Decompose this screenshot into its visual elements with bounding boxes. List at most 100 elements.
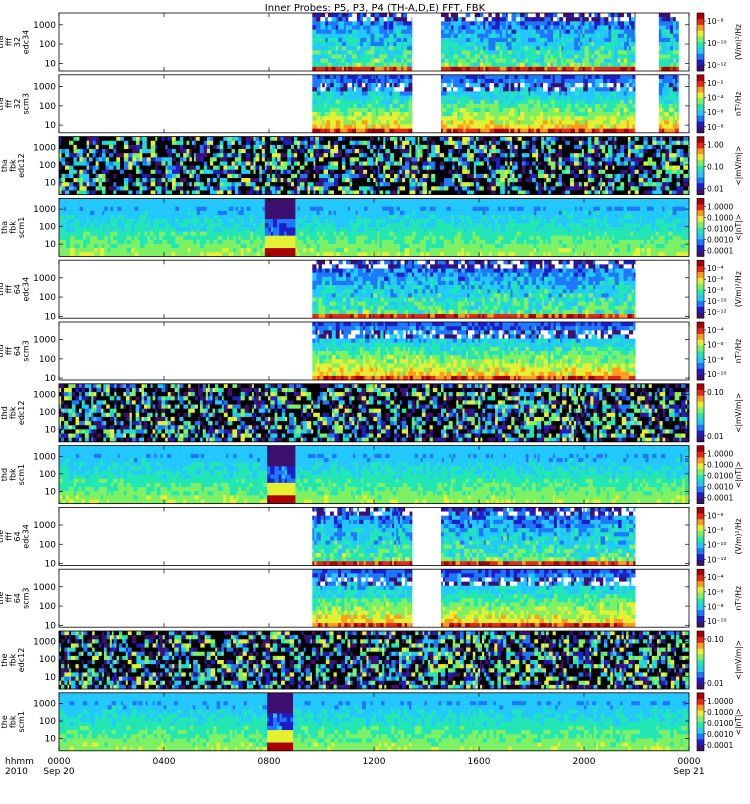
colorbar-label: 1.0000 [707, 202, 733, 211]
x-tick-label: 1600 [468, 757, 491, 767]
colorbar-label: 0.0010 [707, 483, 733, 492]
x-tick-label: 0800 [258, 757, 281, 767]
colorbar-label: 10⁻⁴ [707, 264, 724, 273]
y-tick-label: 100 [39, 161, 56, 171]
colorbar-label: 0.01 [707, 185, 724, 194]
colorbar-label: 0.1000 [707, 213, 733, 222]
y-tick-label: 100 [39, 293, 56, 303]
colorbar-label: 10⁻⁸ [707, 526, 724, 535]
panel-name-line: edc34 [22, 277, 31, 302]
y-tick-label: 100 [39, 717, 56, 727]
colorbar: 10⁻⁸ 10⁻¹⁰ 10⁻¹² (V/m)²/Hz [697, 13, 743, 71]
colorbar-label: 10⁻⁸ [707, 17, 724, 26]
spectrogram-body [312, 260, 635, 318]
x-tick-label: 0400 [153, 757, 176, 767]
y-tick-label: 10 [45, 59, 57, 69]
colorbar-label: 0.0001 [707, 494, 733, 503]
colorbar-label: 0.0001 [707, 741, 733, 750]
y-tick-label: 10 [45, 121, 57, 131]
panel-name-line: scm3 [22, 93, 31, 114]
x-tick-sublabel: Sep 20 [43, 767, 75, 777]
colorbar-label: 10⁻¹⁰ [707, 541, 727, 550]
colorbar-label: 10⁻¹² [707, 555, 727, 564]
colorbar-label: 10⁻¹⁰ [707, 39, 727, 48]
x-axis-row-label: hhmm [5, 757, 34, 767]
colorbar-label: 10⁻⁴ [707, 326, 724, 335]
panel-name-line: edc12 [17, 153, 26, 178]
y-tick-label: 10 [45, 312, 57, 322]
x-tick-label: 0000 [678, 757, 701, 767]
y-tick-label: 1000 [33, 638, 56, 648]
y-tick-label: 100 [39, 655, 56, 665]
x-axis-row-label: 2010 [5, 767, 28, 777]
colorbar-label: 10⁻⁴ [707, 573, 724, 582]
colorbar-label: 0.1000 [707, 708, 733, 717]
colorbar-label: 0.0001 [707, 246, 733, 255]
colorbar-label: 0.0100 [707, 719, 733, 728]
y-tick-label: 100 [39, 40, 56, 50]
colorbar-unit: <|nT|> [734, 461, 743, 488]
y-tick-label: 1000 [33, 336, 56, 346]
y-tick-label: 100 [39, 355, 56, 365]
colorbar-unit: nT²/Hz [734, 586, 743, 611]
colorbar-label: 10⁻¹² [707, 308, 727, 317]
colorbar-label: 10⁻⁶ [707, 275, 724, 284]
colorbar-label: 1.00 [707, 141, 724, 150]
y-tick-label: 10 [45, 178, 57, 188]
colorbar-label: 10⁻⁸ [707, 355, 724, 364]
colorbar-label: 0.10 [707, 635, 724, 644]
y-tick-label: 1000 [33, 143, 56, 153]
colorbar-unit: (V/m)²/Hz [734, 24, 743, 60]
y-tick-label: 10 [45, 426, 57, 436]
colorbar-label: 10⁻¹⁰ [707, 617, 727, 626]
colorbar-label: 10⁻⁴ [707, 93, 724, 102]
colorbar-label: 10⁻⁶ [707, 588, 724, 597]
spectrogram-body [59, 446, 689, 504]
y-tick-label: 100 [39, 408, 56, 418]
y-tick-label: 10 [45, 560, 57, 570]
colorbar-unit: <|nT|> [734, 214, 743, 241]
x-tick-sublabel: Sep 21 [673, 767, 704, 777]
colorbar-label: 10⁻¹⁰ [707, 370, 727, 379]
spectrogram-body [312, 322, 635, 380]
colorbar-unit: (V/m)²/Hz [734, 271, 743, 307]
colorbar-unit: <|mV/m|> [734, 640, 743, 680]
colorbar-label: 0.0010 [707, 235, 733, 244]
y-tick-label: 10 [45, 735, 57, 745]
panel-name-line: scm3 [22, 587, 31, 608]
figure: Inner Probes: P5, P3, P4 (TH-A,D,E) FFT,… [0, 0, 750, 800]
panel-name-line: edc12 [17, 401, 26, 426]
spectrogram-body [312, 507, 635, 565]
colorbar-label: 1.0000 [707, 450, 733, 459]
colorbar-label: 10⁻¹² [707, 61, 727, 70]
panel-name-line: edc34 [22, 524, 31, 549]
y-tick-label: 1000 [33, 83, 56, 93]
colorbar: 0.100.01<|mV/m|> [697, 631, 743, 689]
figure-title: Inner Probes: P5, P3, P4 (TH-A,D,E) FFT,… [265, 3, 486, 14]
y-tick-label: 100 [39, 102, 56, 112]
panel-name-line: scm3 [22, 340, 31, 361]
colorbar-unit: nT²/Hz [734, 92, 743, 117]
colorbar-label: 0.01 [707, 432, 724, 441]
spectrogram-figure: Inner Probes: P5, P3, P4 (TH-A,D,E) FFT,… [0, 0, 750, 800]
colorbar-label: 10⁻¹⁰ [707, 297, 727, 306]
